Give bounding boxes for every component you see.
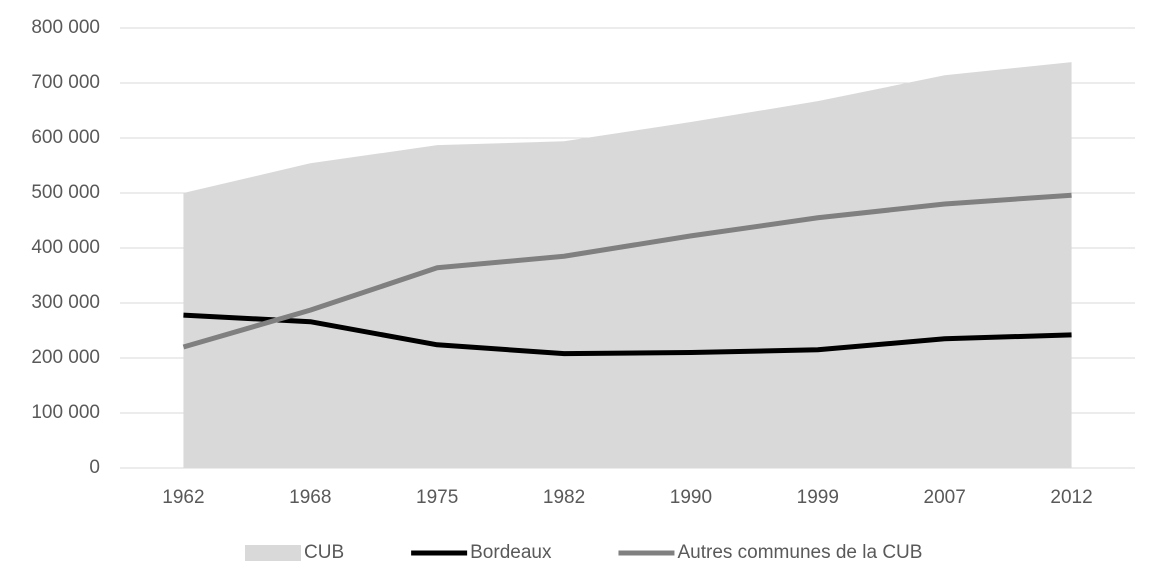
area [183,62,1072,468]
y-tick-label: 0 [89,457,100,478]
x-tick-label: 1999 [797,487,839,508]
x-tick-label: 1962 [162,487,204,508]
x-tick-label: 2012 [1050,487,1092,508]
y-tick-label: 800 000 [31,17,100,38]
x-tick-label: 1982 [543,487,585,508]
y-tick-label: 700 000 [31,72,100,93]
x-tick-label: 1975 [416,487,458,508]
y-tick-label: 200 000 [31,347,100,368]
legend-swatch [245,545,301,561]
x-tick-label: 2007 [924,487,966,508]
y-tick-label: 600 000 [31,127,100,148]
y-tick-label: 400 000 [31,237,100,258]
y-tick-label: 300 000 [31,292,100,313]
y-tick-label: 100 000 [31,402,100,423]
x-tick-label: 1990 [670,487,712,508]
x-tick-label: 1968 [289,487,331,508]
y-tick-label: 500 000 [31,182,100,203]
line [183,312,1072,357]
legend-label: Autres communes de la CUB [677,542,922,563]
legend-label: Bordeaux [470,542,552,563]
line [182,192,1072,350]
legend-label: CUB [304,542,344,563]
